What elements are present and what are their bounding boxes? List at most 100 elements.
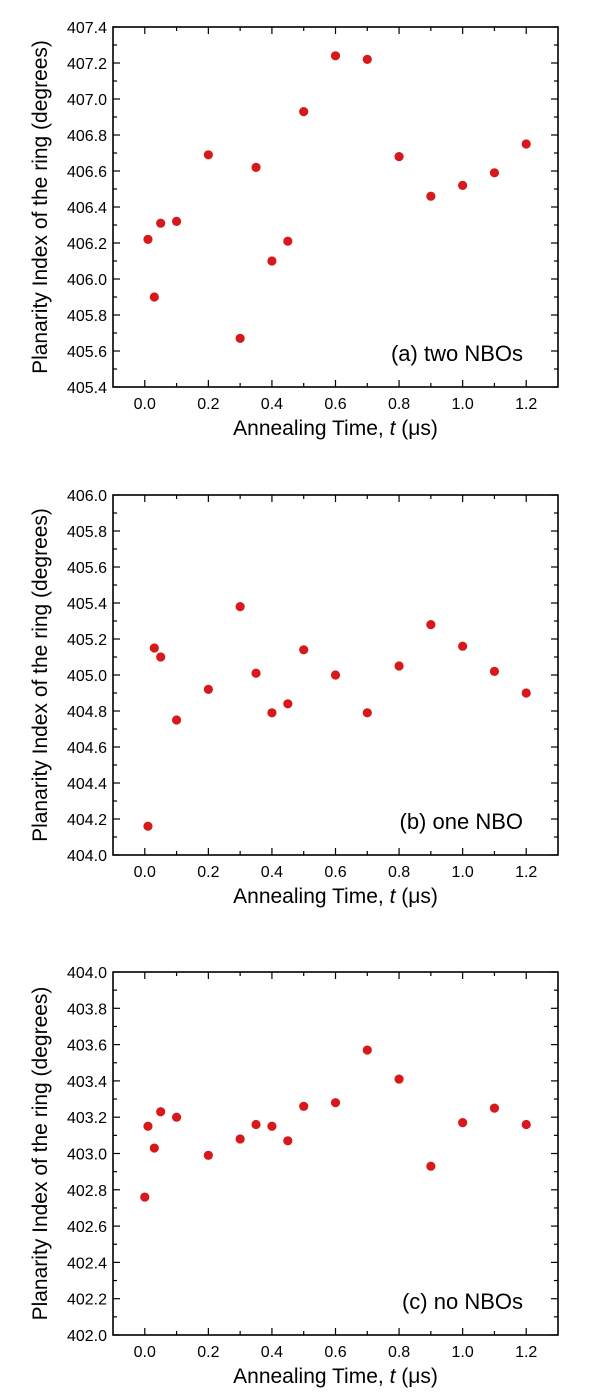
data-point bbox=[489, 168, 500, 178]
chart-panel-1: 0.0 0.2 0.4 0.6 0.8 1.0 1.2 404.0 404.2 404.4 404.… bbox=[29, 488, 559, 908]
data-point bbox=[362, 54, 372, 64]
data-point bbox=[171, 715, 182, 725]
x-axis-title: Annealing Time, t (μs) bbox=[233, 1365, 438, 1388]
x-axis-title-prefix: Annealing Time, bbox=[233, 885, 389, 908]
chart-panel-0: 0.0 0.2 0.4 0.6 0.8 1.0 1.2 405.4 405.6 405.8 406.… bbox=[29, 20, 559, 440]
data-point bbox=[521, 688, 531, 698]
data-point bbox=[426, 620, 436, 630]
x-tick-label: 0.4 bbox=[261, 1344, 283, 1361]
data-point bbox=[489, 1103, 500, 1113]
x-tick-label: 0.2 bbox=[197, 1344, 219, 1361]
x-axis-title: Annealing Time, t (μs) bbox=[233, 885, 438, 908]
data-point bbox=[458, 180, 468, 190]
data-point bbox=[203, 684, 213, 695]
x-tick-label: 1.0 bbox=[452, 864, 474, 881]
data-point bbox=[140, 1192, 150, 1202]
data-point bbox=[299, 645, 309, 655]
x-tick-label: 0.6 bbox=[324, 1344, 346, 1361]
x-axis-title-prefix: Annealing Time, bbox=[233, 1365, 389, 1388]
x-axis-title: Annealing Time, t (μs) bbox=[233, 417, 438, 440]
y-tick-label: 405.8 bbox=[67, 308, 107, 325]
x-tick-label: 1.2 bbox=[515, 1344, 537, 1361]
data-point bbox=[235, 1134, 245, 1144]
plot-frame bbox=[112, 971, 559, 1336]
data-point bbox=[203, 150, 213, 160]
data-point bbox=[251, 668, 261, 678]
data-point bbox=[171, 1112, 182, 1122]
y-tick-label: 406.8 bbox=[67, 128, 107, 145]
y-tick-label: 406.0 bbox=[67, 272, 107, 289]
y-tick-label: 402.2 bbox=[67, 1292, 107, 1309]
y-tick-label: 405.0 bbox=[67, 668, 107, 685]
y-tick-label: 406.0 bbox=[67, 488, 107, 505]
y-tick-label: 407.2 bbox=[67, 56, 107, 73]
y-tick-label: 404.0 bbox=[67, 848, 107, 865]
data-point bbox=[267, 708, 277, 718]
data-point bbox=[458, 1118, 468, 1128]
data-point bbox=[330, 1098, 341, 1108]
x-tick-label: 0.8 bbox=[388, 864, 410, 881]
y-tick-label: 402.6 bbox=[67, 1219, 107, 1236]
y-tick-label: 406.6 bbox=[67, 164, 107, 181]
x-tick-label: 0.8 bbox=[388, 396, 410, 413]
data-point bbox=[235, 333, 245, 343]
x-tick-label: 1.2 bbox=[515, 396, 537, 413]
data-point bbox=[143, 1121, 153, 1131]
x-axis-title-var: t bbox=[390, 885, 397, 908]
y-tick-label: 403.2 bbox=[67, 1110, 107, 1127]
x-tick-label: 0.4 bbox=[261, 396, 283, 413]
x-tick-label: 0.6 bbox=[324, 864, 346, 881]
y-tick-label: 407.0 bbox=[67, 92, 107, 109]
x-axis-title-var: t bbox=[390, 1365, 397, 1388]
y-tick-label: 403.0 bbox=[67, 1147, 107, 1164]
data-point bbox=[283, 699, 293, 709]
data-point bbox=[143, 821, 153, 831]
x-tick-label: 0.0 bbox=[134, 396, 156, 413]
data-point bbox=[143, 234, 153, 244]
x-axis-title-unit: (μs) bbox=[395, 417, 437, 440]
y-tick-label: 405.4 bbox=[67, 596, 107, 613]
panel-label: (a) two NBOs bbox=[391, 341, 523, 366]
y-tick-label: 404.8 bbox=[67, 704, 107, 721]
y-tick-label: 404.2 bbox=[67, 812, 107, 829]
data-point bbox=[394, 661, 404, 671]
x-tick-label: 1.0 bbox=[452, 1344, 474, 1361]
x-axis-title-unit: (μs) bbox=[395, 885, 437, 908]
y-tick-label: 404.0 bbox=[67, 965, 107, 982]
data-point bbox=[362, 1045, 372, 1055]
x-tick-label: 1.0 bbox=[452, 396, 474, 413]
data-point bbox=[330, 670, 341, 680]
y-tick-label: 406.2 bbox=[67, 236, 107, 253]
data-point bbox=[203, 1150, 213, 1160]
data-point bbox=[299, 1101, 309, 1111]
y-tick-label: 402.8 bbox=[67, 1183, 107, 1200]
x-tick-label: 1.2 bbox=[515, 864, 537, 881]
data-point bbox=[149, 643, 159, 653]
data-point bbox=[171, 216, 182, 226]
panel-label: (c) no NBOs bbox=[402, 1289, 523, 1314]
data-point bbox=[149, 1143, 159, 1153]
x-axis-title-var: t bbox=[390, 417, 397, 440]
y-tick-label: 403.4 bbox=[67, 1074, 107, 1091]
data-point bbox=[283, 236, 293, 246]
data-point bbox=[149, 292, 159, 302]
y-axis-title: Planarity Index of the ring (degrees) bbox=[29, 40, 52, 374]
y-tick-label: 405.6 bbox=[67, 344, 107, 361]
data-point bbox=[330, 51, 341, 61]
x-tick-label: 0.6 bbox=[324, 396, 346, 413]
data-point bbox=[394, 152, 404, 162]
y-tick-label: 402.0 bbox=[67, 1328, 107, 1345]
y-tick-label: 406.4 bbox=[67, 200, 107, 217]
y-tick-label: 402.4 bbox=[67, 1255, 107, 1272]
x-tick-label: 0.0 bbox=[134, 1344, 156, 1361]
x-tick-label: 0.4 bbox=[261, 864, 283, 881]
data-point bbox=[426, 1161, 436, 1171]
y-tick-label: 404.4 bbox=[67, 776, 107, 793]
x-tick-label: 0.8 bbox=[388, 1344, 410, 1361]
data-point bbox=[235, 602, 245, 612]
x-axis-title-prefix: Annealing Time, bbox=[233, 417, 389, 440]
panel-label: (b) one NBO bbox=[400, 809, 524, 834]
y-tick-label: 407.4 bbox=[67, 20, 107, 37]
y-tick-label: 403.8 bbox=[67, 1001, 107, 1018]
